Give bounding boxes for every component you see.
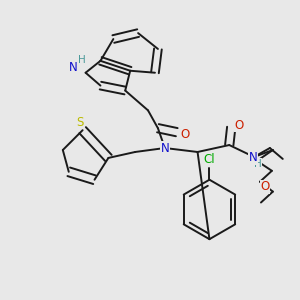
Text: N: N: [160, 142, 169, 154]
Text: N: N: [249, 152, 257, 164]
Text: H: H: [254, 159, 262, 169]
Text: O: O: [180, 128, 189, 141]
Text: N: N: [69, 61, 78, 74]
Text: O: O: [260, 180, 270, 193]
Text: H: H: [78, 55, 86, 65]
Text: S: S: [76, 116, 83, 129]
Text: Cl: Cl: [204, 153, 215, 167]
Text: O: O: [235, 119, 244, 132]
